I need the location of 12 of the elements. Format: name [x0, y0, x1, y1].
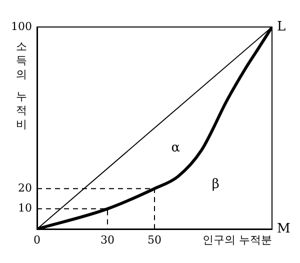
annotation: β — [212, 176, 220, 192]
x-tick-label: 30 — [100, 233, 114, 246]
x-tick-label: 0 — [34, 233, 40, 246]
text: M — [277, 221, 290, 236]
y-axis-title: 소득의 누적비 — [16, 40, 27, 132]
y-tick-label: 10 — [18, 202, 32, 215]
annotation: α — [171, 140, 180, 156]
x-axis-title: 인구의 누적분 — [202, 233, 272, 246]
y-tick-label: 20 — [18, 181, 32, 194]
y-tick-label: 100 — [11, 20, 32, 33]
x-tick-label: 50 — [148, 233, 162, 246]
annotation: L — [277, 19, 286, 34]
